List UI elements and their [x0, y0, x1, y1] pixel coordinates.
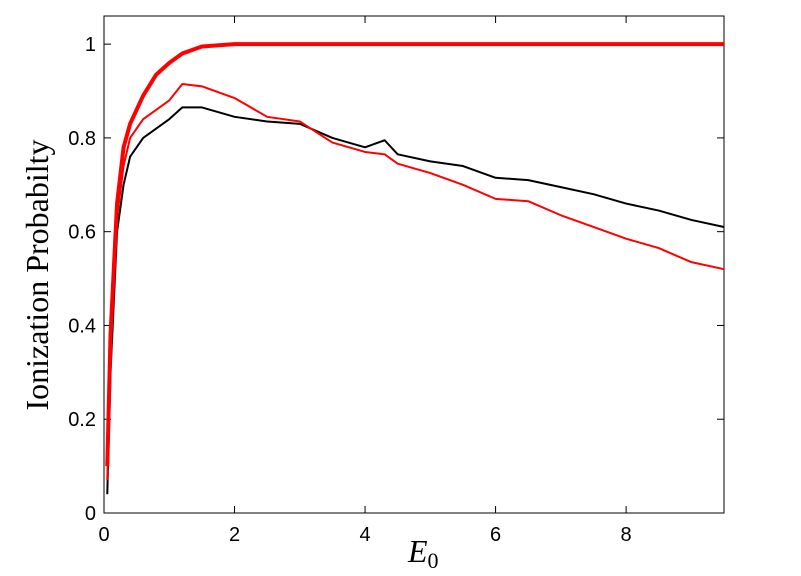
series-line [106, 82, 725, 481]
y-tick-label: 0.4 [68, 315, 96, 337]
x-axis-label: E0 [407, 533, 439, 573]
y-tick-label: 0.2 [68, 409, 96, 431]
x-axis-label-subscript: 0 [428, 548, 439, 573]
x-tick-label: 8 [621, 524, 632, 546]
y-axis-label: Ionization Probabilty [19, 139, 55, 410]
x-tick-label: 6 [490, 524, 501, 546]
y-tick-label: 0.6 [68, 222, 96, 244]
plot-frame [103, 15, 725, 514]
x-tick-label: 0 [98, 524, 109, 546]
y-tick-label: 0.8 [68, 128, 96, 150]
x-tick-label: 2 [229, 524, 240, 546]
series-line [105, 42, 724, 467]
y-tick-label: 0 [85, 503, 96, 525]
x-axis-label-base: E [407, 533, 428, 569]
y-tick-label: 1 [85, 34, 96, 56]
x-tick-label: 4 [359, 524, 370, 546]
